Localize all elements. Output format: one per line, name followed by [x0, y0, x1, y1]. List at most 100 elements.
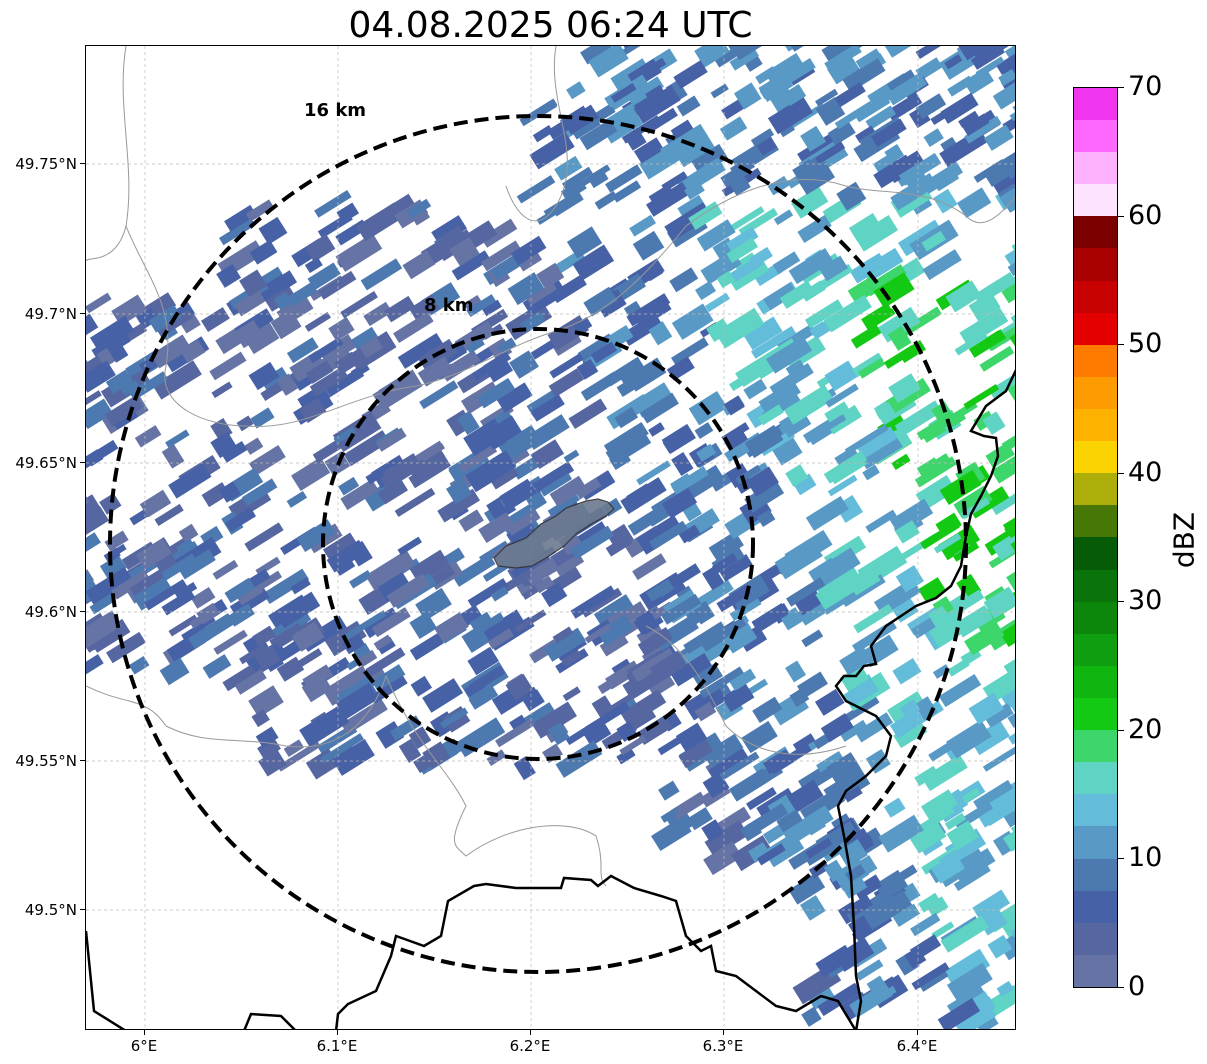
- radar-echo: [561, 166, 593, 191]
- radar-echo: [714, 307, 765, 349]
- radar-echo: [338, 476, 360, 496]
- radar-echo: [340, 291, 378, 319]
- radar-echo: [721, 422, 750, 444]
- radar-echo: [128, 655, 150, 675]
- radar-echo: [968, 291, 1001, 321]
- radar-echo: [946, 820, 979, 851]
- radar-echo: [377, 478, 408, 505]
- radar-echo: [213, 629, 248, 655]
- radar-echo: [408, 294, 440, 323]
- radar-echo: [544, 627, 586, 662]
- radar-echo: [750, 325, 797, 359]
- radar-echo: [384, 295, 416, 323]
- radar-echo: [376, 570, 412, 602]
- colorbar-swatch: [1074, 569, 1117, 602]
- radar-echo: [269, 622, 302, 646]
- radar-echo: [921, 754, 968, 792]
- radar-echo: [572, 244, 615, 281]
- lon-label: 6.1°E: [316, 1037, 358, 1055]
- radar-echo: [972, 889, 1011, 922]
- radar-echo: [853, 603, 894, 634]
- radar-echo: [583, 721, 612, 747]
- radar-echo: [580, 371, 620, 402]
- radar-echo: [524, 557, 560, 587]
- radar-echo: [570, 585, 616, 619]
- radar-echo: [826, 752, 861, 784]
- radar-echo: [796, 161, 836, 195]
- radar-echo: [898, 152, 942, 186]
- radar-echo: [834, 100, 875, 130]
- radar-echo: [439, 707, 469, 729]
- radar-echo: [844, 677, 879, 707]
- radar-echo: [531, 701, 577, 739]
- radar-echo: [708, 531, 744, 562]
- radar-echo: [509, 714, 528, 732]
- radar-map-canvas: 8 km 16 km: [86, 46, 1015, 1029]
- radar-echo: [131, 574, 174, 611]
- radar-echo: [636, 515, 684, 555]
- radar-echo: [196, 602, 221, 625]
- radar-echo: [943, 948, 991, 988]
- radar-echo: [975, 56, 1005, 79]
- radar-echo: [521, 689, 545, 712]
- radar-echo: [86, 439, 119, 470]
- radar-echo: [344, 610, 387, 640]
- radar-echo: [262, 568, 310, 605]
- radar-echo: [791, 186, 829, 219]
- colorbar-swatch: [1074, 826, 1117, 859]
- radar-echo: [947, 658, 970, 677]
- radar-echo: [648, 422, 665, 437]
- radar-echo: [299, 398, 327, 424]
- lat-tick: [80, 462, 85, 463]
- radar-echo: [393, 311, 434, 343]
- radar-echo: [915, 57, 943, 81]
- radar-echo: [89, 593, 116, 615]
- radar-echo: [225, 507, 257, 532]
- radar-echo: [666, 563, 701, 590]
- radar-echo: [481, 240, 522, 272]
- radar-echo: [788, 872, 826, 905]
- radar-echo: [394, 487, 436, 517]
- radar-echo: [938, 524, 981, 561]
- radar-echo: [895, 565, 925, 593]
- radar-echo: [409, 611, 438, 640]
- radar-echo: [920, 837, 944, 856]
- colorbar-swatch: [1074, 120, 1117, 153]
- radar-echo: [609, 449, 631, 471]
- radar-echo: [852, 874, 883, 900]
- radar-echo: [998, 670, 1015, 709]
- radar-echo: [555, 740, 603, 778]
- radar-echo: [891, 453, 911, 470]
- radar-echo: [563, 449, 580, 463]
- radar-echo: [643, 107, 678, 135]
- radar-echo: [974, 46, 1015, 64]
- colorbar-label: 40: [1128, 457, 1163, 488]
- radar-echo: [554, 553, 585, 577]
- colorbar-swatch: [1074, 890, 1117, 923]
- radar-echo: [622, 667, 661, 701]
- radar-echo: [983, 124, 1014, 151]
- radar-echo: [345, 539, 364, 555]
- radar-echo: [660, 807, 679, 823]
- radar-echo: [605, 534, 633, 557]
- radar-echo: [695, 280, 717, 301]
- radar-echo: [458, 444, 498, 473]
- radar-echo: [946, 409, 967, 428]
- radar-echo: [445, 478, 473, 505]
- radar-echo: [702, 566, 725, 591]
- radar-echo: [880, 985, 897, 1000]
- radar-map[interactable]: 8 km 16 km: [85, 45, 1016, 1030]
- radar-echo: [890, 594, 919, 623]
- map-title: 04.08.2025 06:24 UTC: [348, 5, 753, 46]
- radar-echo: [729, 46, 759, 71]
- graticule: [86, 46, 1015, 1029]
- radar-echo: [699, 666, 745, 699]
- radar-echo: [210, 431, 238, 459]
- radar-echo: [614, 407, 639, 429]
- radar-echo: [917, 805, 955, 834]
- radar-echo: [743, 378, 768, 400]
- radar-echo: [234, 289, 266, 317]
- radar-echo: [850, 324, 882, 349]
- radar-echo: [342, 633, 365, 655]
- radar-echo: [1003, 641, 1015, 676]
